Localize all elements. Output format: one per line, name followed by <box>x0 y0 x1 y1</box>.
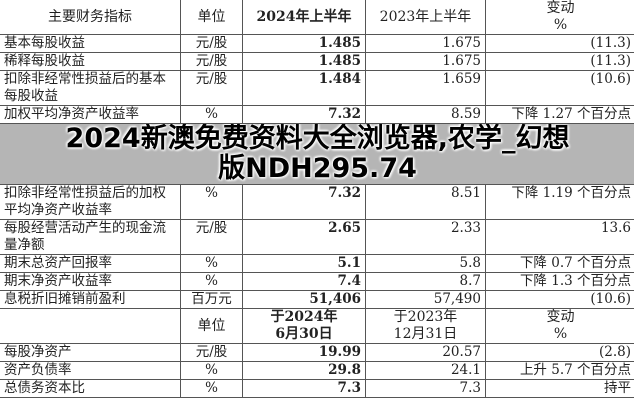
cell-name: 扣除非经常性损益后的基本每股收益 <box>0 70 181 106</box>
cell-change: (10.6) <box>485 70 634 106</box>
header-change-unit: % <box>553 17 568 33</box>
table-row: 扣除非经常性损益后的基本每股收益 元/股 1.484 1.659 (10.6) <box>0 70 634 106</box>
cell-unit: % <box>180 105 243 124</box>
cell-prev: 2.33 <box>365 219 486 255</box>
cell-cur: 7.32 <box>242 184 366 220</box>
cell-unit: % <box>180 254 243 273</box>
cell-cur: 1.485 <box>242 34 366 53</box>
cell-unit: % <box>180 272 243 291</box>
cell-prev: 8.7 <box>365 272 486 291</box>
header2-previous-l2: 12月31日 <box>393 326 458 342</box>
cell-prev: 1.675 <box>365 34 486 53</box>
cell-cur: 29.8 <box>242 361 366 380</box>
cell-prev: 7.3 <box>365 379 486 398</box>
cell-prev: 20.57 <box>365 343 486 362</box>
cell-prev: 8.51 <box>365 184 486 220</box>
cell-name: 稀释每股收益 <box>0 52 181 71</box>
table-row: 加权平均净资产收益率% 7.32 8.59 下降 1.27 个百分点 <box>0 105 634 124</box>
cell-unit: 百万元 <box>180 290 243 309</box>
table-row: 息税折旧摊销前盈利 百万元 51,406 57,490 (10.6) <box>0 290 634 309</box>
cell-change: (2.8) <box>485 343 634 362</box>
cell-prev: 57,490 <box>365 290 486 309</box>
cell-change: 下降 1.3 个百分点 <box>485 272 634 291</box>
cell-cur: 7.32 <box>242 105 366 124</box>
header-change-label: 变动 <box>546 0 575 17</box>
header2-blank <box>0 308 181 344</box>
table-row: 期末净资产收益率% 7.4 8.7 下降 1.3 个百分点 <box>0 272 634 291</box>
header2-change: 变动% <box>485 308 634 344</box>
table-row: 每股净资产 元/股 19.99 20.57 (2.8) <box>0 343 634 362</box>
header-indicator: 主要财务指标 <box>0 0 181 35</box>
header-row: 主要财务指标 单位 2024年上半年 2023年上半年 变动% <box>0 0 634 35</box>
cell-name: 期末总资产回报率 <box>0 254 181 273</box>
cell-name: 资产负债率 <box>0 361 181 380</box>
cell-name: 每股净资产 <box>0 343 181 362</box>
overlay-band: 2024新澳免费资料大全浏览器,农学_幻想 版NDH295.74 <box>0 123 634 185</box>
header2-current-l1: 于2024年 <box>270 309 338 326</box>
cell-cur: 19.99 <box>242 343 366 362</box>
header2-change-l1: 变动 <box>546 309 575 326</box>
cell-cur: 1.485 <box>242 52 366 71</box>
table-row: 资产负债率% 29.8 24.1 上升 5.7 个百分点 <box>0 361 634 380</box>
cell-name: 扣除非经常性损益后的加权平均净资产收益率 <box>0 184 181 220</box>
overlay-title: 2024新澳免费资料大全浏览器,农学_幻想 版NDH295.74 <box>0 123 634 185</box>
cell-unit: % <box>180 361 243 380</box>
header2-previous: 于2023年 12月31日 <box>365 308 486 344</box>
cell-cur: 1.484 <box>242 70 366 106</box>
cell-change: 下降 1.19 个百分点 <box>485 184 634 220</box>
cell-change: 13.6 <box>485 219 634 255</box>
table-row: 稀释每股收益 元/股 1.485 1.675 (11.3) <box>0 52 634 71</box>
cell-change: (11.3) <box>485 52 634 71</box>
header-unit: 单位 <box>180 0 243 35</box>
table-row: 每股经营活动产生的现金流量净额 元/股 2.65 2.33 13.6 <box>0 219 634 255</box>
cell-unit: 元/股 <box>180 219 243 255</box>
cell-change: 下降 0.7 个百分点 <box>485 254 634 273</box>
header2-current-l2: 6月30日 <box>275 326 333 342</box>
header2-current: 于2024年 6月30日 <box>242 308 366 344</box>
cell-prev: 1.659 <box>365 70 486 106</box>
cell-cur: 2.65 <box>242 219 366 255</box>
cell-name: 息税折旧摊销前盈利 <box>0 290 181 309</box>
cell-cur: 5.1 <box>242 254 366 273</box>
cell-prev: 5.8 <box>365 254 486 273</box>
table-row: 基本每股收益 元/股 1.485 1.675 (11.3) <box>0 34 634 53</box>
cell-change: 下降 1.27 个百分点 <box>485 105 634 124</box>
cell-unit: % <box>180 184 243 220</box>
header-previous: 2023年上半年 <box>365 0 486 35</box>
cell-cur: 7.4 <box>242 272 366 291</box>
cell-unit: 元/股 <box>180 343 243 362</box>
overlay-title-line2: 版NDH295.74 <box>218 153 417 184</box>
header-change: 变动% <box>485 0 634 35</box>
cell-change: (10.6) <box>485 290 634 309</box>
cell-unit: 元/股 <box>180 70 243 106</box>
cell-name: 加权平均净资产收益率 <box>0 105 181 124</box>
cell-cur: 7.3 <box>242 379 366 398</box>
header-current: 2024年上半年 <box>242 0 366 35</box>
cell-cur: 51,406 <box>242 290 366 309</box>
header-row-2: 单位 于2024年 6月30日 于2023年 12月31日 变动% <box>0 308 634 344</box>
cell-prev: 24.1 <box>365 361 486 380</box>
cell-name: 基本每股收益 <box>0 34 181 53</box>
cell-change: (11.3) <box>485 34 634 53</box>
overlay-title-line1: 2024新澳免费资料大全浏览器,农学_幻想 <box>65 123 570 154</box>
cell-name: 总债务资本比 <box>0 379 181 398</box>
cell-change: 持平 <box>485 379 634 398</box>
table-row: 期末总资产回报率% 5.1 5.8 下降 0.7 个百分点 <box>0 254 634 273</box>
cell-unit: 元/股 <box>180 52 243 71</box>
cell-prev: 8.59 <box>365 105 486 124</box>
cell-unit: % <box>180 379 243 398</box>
cell-change: 上升 5.7 个百分点 <box>485 361 634 380</box>
header2-unit: 单位 <box>180 308 243 344</box>
cell-name: 每股经营活动产生的现金流量净额 <box>0 219 181 255</box>
table-row: 扣除非经常性损益后的加权平均净资产收益率% 7.32 8.51 下降 1.19 个百分… <box>0 184 634 220</box>
table-row: 总债务资本比% 7.3 7.3 持平 <box>0 379 634 398</box>
cell-prev: 1.675 <box>365 52 486 71</box>
cell-unit: 元/股 <box>180 34 243 53</box>
header2-previous-l1: 于2023年 <box>393 309 458 326</box>
header2-change-l2: % <box>553 326 568 342</box>
cell-name: 期末净资产收益率 <box>0 272 181 291</box>
